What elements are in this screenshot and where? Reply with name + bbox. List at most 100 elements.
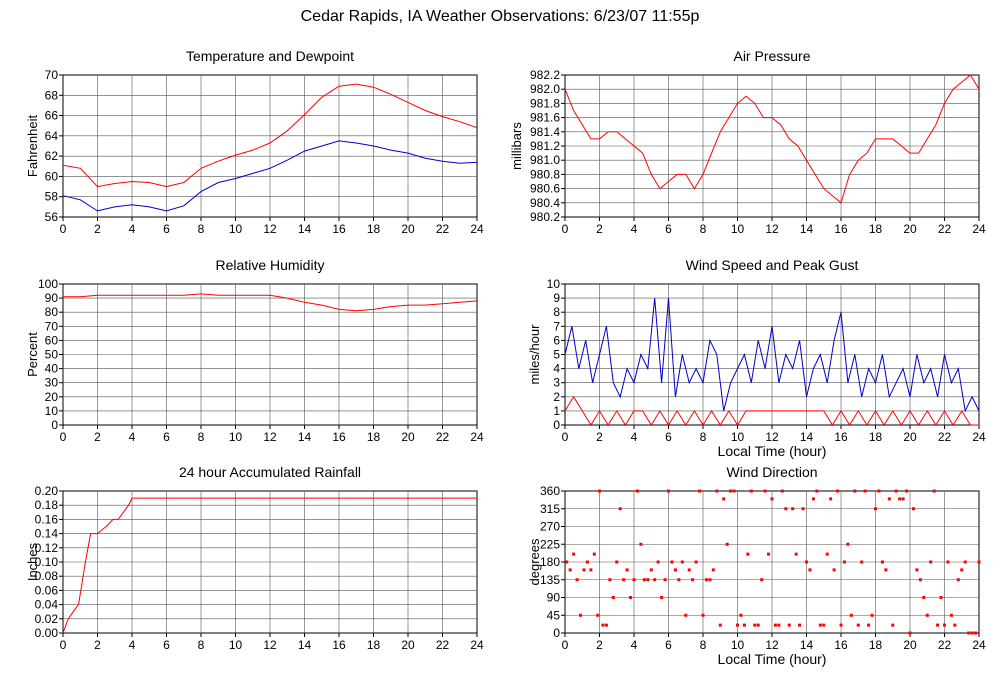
direction-point	[680, 560, 684, 564]
x-tick-label: 0	[562, 430, 569, 444]
y-tick-label: 0.16	[35, 512, 59, 526]
direction-point	[691, 578, 695, 582]
direction-point	[725, 542, 729, 546]
direction-point	[832, 568, 836, 572]
y-tick-label: 2	[553, 390, 560, 404]
y-tick-label: 0	[553, 418, 560, 432]
x-tick-label: 4	[129, 222, 136, 236]
y-tick-label: 80	[45, 305, 59, 319]
x-tick-label: 2	[94, 638, 101, 652]
y-tick-label: 360	[540, 484, 560, 498]
y-tick-label: 62	[45, 149, 59, 163]
x-tick-label: 10	[731, 430, 745, 444]
series-line-blue	[62, 140, 478, 212]
y-tick-label: 980.4	[530, 196, 560, 210]
chart-title: Wind Direction	[726, 464, 817, 480]
x-tick-label: 24	[972, 430, 986, 444]
x-tick-label: 16	[834, 638, 848, 652]
direction-point	[704, 578, 708, 582]
chart-title: Temperature and Dewpoint	[186, 48, 354, 64]
x-tick-label: 12	[765, 430, 779, 444]
direction-point	[836, 489, 840, 493]
direction-point	[596, 613, 600, 617]
direction-point	[977, 560, 981, 564]
y-tick-label: 0.02	[35, 612, 59, 626]
x-tick-label: 2	[596, 638, 603, 652]
x-tick-label: 0	[60, 222, 67, 236]
direction-point	[625, 568, 629, 572]
direction-point	[784, 507, 788, 511]
direction-point	[656, 560, 660, 564]
x-tick-label: 20	[401, 222, 415, 236]
direction-point	[684, 613, 688, 617]
direction-point	[967, 631, 971, 635]
x-tick-label: 6	[665, 638, 672, 652]
x-tick-label: 2	[94, 222, 101, 236]
direction-point	[611, 596, 615, 599]
x-tick-label: 24	[470, 222, 484, 236]
direction-point	[565, 560, 569, 564]
direction-point	[568, 568, 572, 572]
y-tick-label: 60	[45, 333, 59, 347]
direction-point	[953, 623, 957, 627]
direction-point	[770, 497, 774, 501]
y-tick-label: 30	[45, 376, 59, 390]
x-tick-label: 14	[298, 430, 312, 444]
direction-point	[572, 552, 576, 556]
y-tick-label: 980.2	[530, 210, 560, 224]
y-tick-label: 315	[540, 502, 560, 516]
y-tick-label: 270	[540, 520, 560, 534]
y-tick-label: 980.8	[530, 167, 560, 181]
direction-point	[639, 542, 643, 546]
y-tick-label: 6	[553, 333, 560, 347]
x-tick-label: 2	[94, 430, 101, 444]
y-tick-label: 8	[553, 305, 560, 319]
x-tick-label: 18	[869, 430, 883, 444]
direction-point	[905, 489, 909, 493]
direction-point	[894, 489, 898, 493]
direction-point	[974, 631, 978, 635]
direction-point	[632, 578, 636, 582]
x-tick-label: 16	[332, 430, 346, 444]
chart-title: Air Pressure	[733, 48, 810, 64]
y-axis-label: Inches	[25, 542, 40, 581]
x-tick-label: 20	[903, 638, 917, 652]
y-tick-label: 0.00	[35, 626, 59, 640]
y-tick-label: 982.0	[530, 82, 560, 96]
x-tick-label: 10	[731, 638, 745, 652]
direction-point	[860, 560, 864, 564]
direction-point	[853, 489, 857, 493]
direction-point	[884, 568, 888, 572]
x-tick-label: 8	[198, 222, 205, 236]
x-tick-label: 10	[229, 638, 243, 652]
direction-point	[694, 560, 698, 564]
direction-point	[622, 578, 626, 582]
direction-point	[898, 497, 902, 501]
y-tick-label: 64	[45, 129, 59, 143]
y-tick-label: 981.8	[530, 96, 560, 110]
direction-point	[773, 623, 777, 627]
x-tick-label: 6	[665, 430, 672, 444]
y-tick-label: 60	[45, 169, 59, 183]
y-tick-label: 45	[547, 608, 561, 622]
direction-point	[739, 613, 743, 617]
direction-point	[575, 578, 579, 582]
direction-point	[856, 623, 860, 627]
direction-point	[579, 613, 583, 617]
x-tick-label: 18	[869, 222, 883, 236]
direction-point	[667, 489, 670, 493]
y-tick-label: 10	[45, 404, 59, 418]
direction-point	[615, 560, 619, 564]
x-tick-label: 0	[60, 638, 67, 652]
direction-point	[589, 568, 593, 572]
y-tick-label: 50	[45, 348, 59, 362]
y-axis-label: millibars	[509, 122, 524, 170]
direction-point	[767, 552, 771, 556]
direction-point	[660, 596, 664, 599]
x-axis-label: Local Time (hour)	[718, 651, 827, 667]
direction-point	[663, 578, 667, 582]
x-tick-label: 12	[263, 222, 277, 236]
y-axis-label: degrees	[527, 538, 542, 585]
direction-point	[673, 568, 677, 572]
